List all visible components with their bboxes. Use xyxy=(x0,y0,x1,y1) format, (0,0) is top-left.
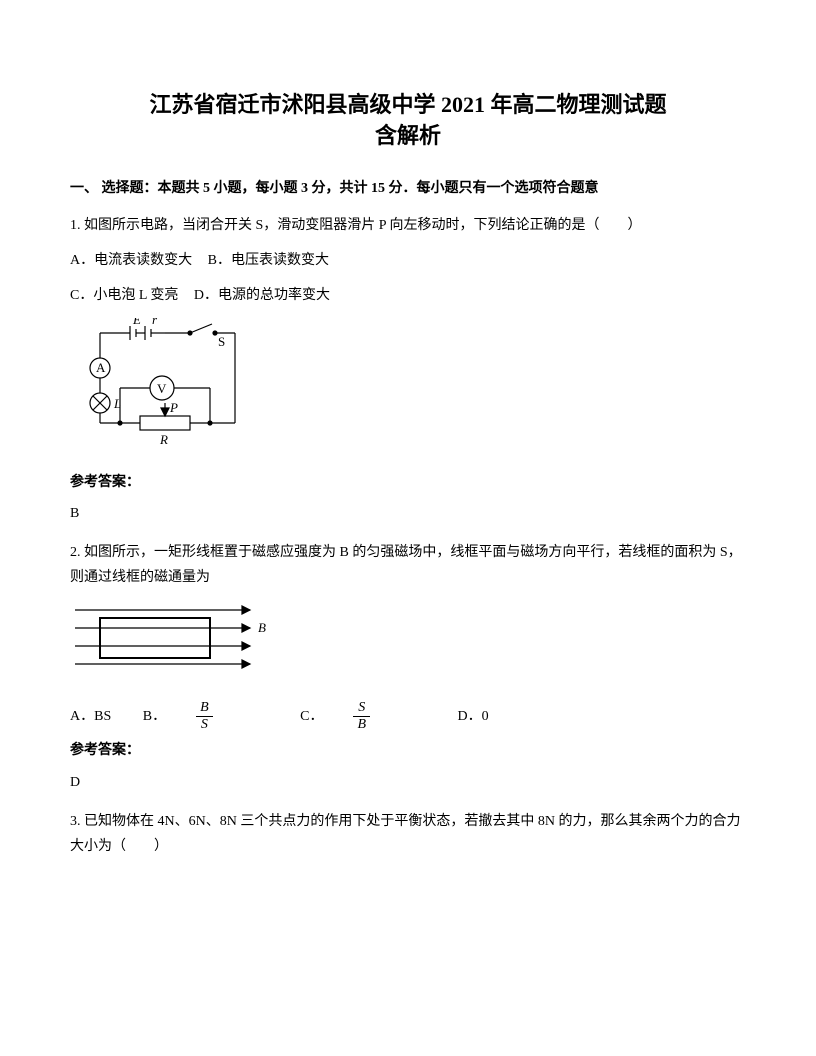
q1-options-row2: C．小电泡 L 变亮 D．电源的总功率变大 xyxy=(70,283,746,308)
q2-option-b: B．BS xyxy=(143,709,272,724)
fraction-b-over-s: BS xyxy=(196,701,241,732)
q1-answer: B xyxy=(70,501,746,526)
label-S: S xyxy=(218,334,225,349)
q2-answer-label: 参考答案： xyxy=(70,738,746,763)
q1-option-c: C．小电泡 L 变亮 xyxy=(70,288,178,303)
q2-option-d: D．0 xyxy=(458,709,489,724)
label-r: r xyxy=(152,318,158,327)
q1-stem: 1. 如图所示电路，当闭合开关 S，滑动变阻器滑片 P 向左移动时，下列结论正确… xyxy=(70,213,746,238)
q2-options: A．BS B．BS C．SB D．0 xyxy=(70,701,746,732)
q2-stem: 2. 如图所示，一矩形线框置于磁感应强度为 B 的匀强磁场中，线框平面与磁场方向… xyxy=(70,540,746,590)
q1-circuit-diagram: E r S A V L P R xyxy=(70,318,746,457)
q2-option-a: A．BS xyxy=(70,709,111,724)
q1-options-row1: A．电流表读数变大 B．电压表读数变大 xyxy=(70,248,746,273)
label-E: E xyxy=(132,318,141,327)
q3-stem: 3. 已知物体在 4N、6N、8N 三个共点力的作用下处于平衡状态，若撤去其中 … xyxy=(70,809,746,859)
page-title: 江苏省宿迁市沭阳县高级中学 2021 年高二物理测试题 含解析 xyxy=(70,90,746,152)
title-line-1: 江苏省宿迁市沭阳县高级中学 2021 年高二物理测试题 xyxy=(70,90,746,121)
label-L: L xyxy=(113,396,121,411)
q2-answer: D xyxy=(70,770,746,795)
q2-option-c: C．SB xyxy=(300,709,429,724)
fraction-s-over-b: SB xyxy=(353,701,398,732)
label-R: R xyxy=(159,432,168,447)
q1-option-d: D．电源的总功率变大 xyxy=(194,288,330,303)
title-line-2: 含解析 xyxy=(70,121,746,152)
label-V: V xyxy=(157,381,167,396)
q2-field-diagram: B xyxy=(70,600,746,689)
q1-answer-label: 参考答案： xyxy=(70,470,746,495)
label-A: A xyxy=(96,360,106,375)
q1-option-a: A．电流表读数变大 xyxy=(70,253,192,268)
label-B: B xyxy=(258,620,266,635)
section-1-header: 一、 选择题：本题共 5 小题，每小题 3 分，共计 15 分．每小题只有一个选… xyxy=(70,176,746,201)
q1-option-b: B．电压表读数变大 xyxy=(208,253,329,268)
label-P: P xyxy=(169,400,178,415)
